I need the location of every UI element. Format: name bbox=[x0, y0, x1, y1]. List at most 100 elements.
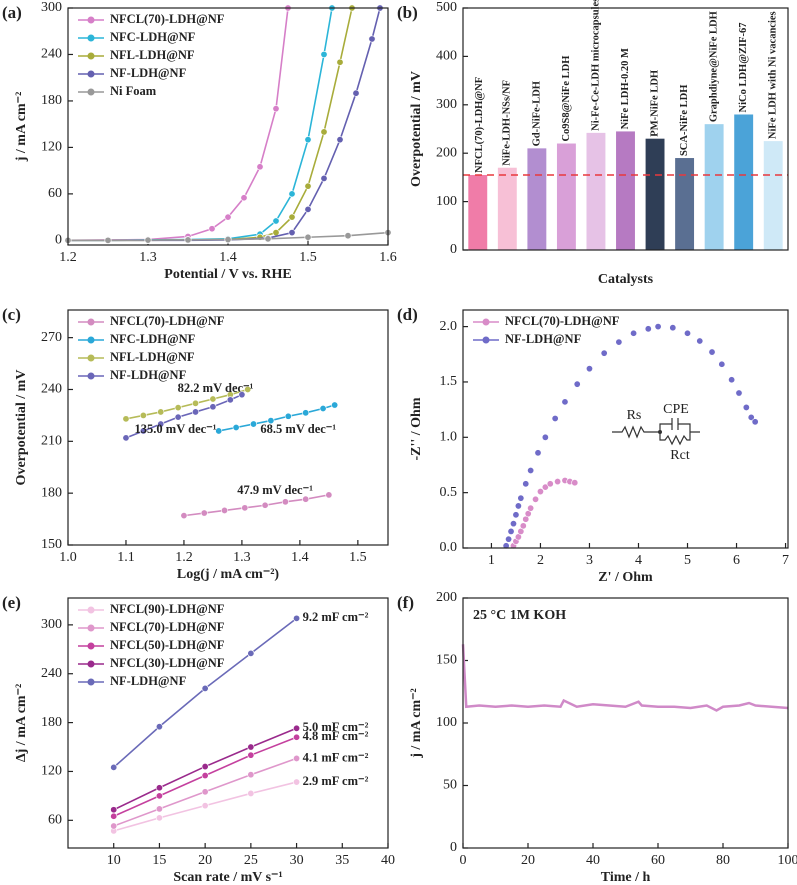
legend-marker bbox=[87, 624, 95, 632]
legend-marker bbox=[87, 52, 95, 60]
series-note: 9.2 mF cm⁻² bbox=[303, 610, 369, 624]
point bbox=[184, 236, 192, 244]
point bbox=[201, 788, 209, 796]
bar bbox=[763, 141, 783, 250]
point bbox=[684, 329, 692, 337]
point bbox=[747, 413, 755, 421]
y-tick-label: 150 bbox=[436, 653, 457, 668]
y-tick-label: 500 bbox=[436, 0, 457, 15]
point bbox=[226, 396, 234, 404]
y-tick-label: 180 bbox=[41, 485, 62, 500]
point bbox=[201, 772, 209, 780]
x-tick-label: 1.3 bbox=[233, 550, 251, 565]
point bbox=[571, 479, 579, 487]
point bbox=[155, 723, 163, 731]
point bbox=[551, 414, 559, 422]
point bbox=[293, 778, 301, 786]
point bbox=[272, 229, 280, 237]
point bbox=[215, 427, 223, 435]
x-tick-label: 15 bbox=[152, 853, 166, 868]
point bbox=[561, 398, 569, 406]
series-line bbox=[461, 644, 789, 712]
x-tick-label: 1.4 bbox=[219, 250, 237, 265]
legend-marker bbox=[482, 318, 490, 326]
series-line bbox=[68, 7, 333, 242]
point bbox=[751, 418, 759, 426]
point bbox=[600, 349, 608, 357]
x-tick-label: 1.2 bbox=[59, 250, 77, 265]
point bbox=[155, 814, 163, 822]
plot-frame bbox=[462, 309, 789, 549]
point bbox=[718, 360, 726, 368]
x-tick-label: 80 bbox=[716, 853, 730, 868]
point bbox=[325, 491, 333, 499]
y-tick-label: 240 bbox=[41, 47, 62, 62]
legend-label: NFC-LDH@NF bbox=[110, 332, 196, 346]
point bbox=[155, 805, 163, 813]
point bbox=[201, 763, 209, 771]
series-note: 68.5 mV dec⁻¹ bbox=[260, 422, 336, 436]
bar bbox=[616, 131, 635, 250]
y-axis-title: j / mA cm⁻² bbox=[409, 688, 424, 759]
point bbox=[302, 409, 310, 417]
x-tick-label: 3 bbox=[586, 553, 593, 568]
point bbox=[654, 323, 662, 331]
panel-label: (b) bbox=[397, 3, 418, 22]
legend-label: NF-LDH@NF bbox=[110, 66, 187, 80]
x-axis-title: Log(j / mA cm⁻²) bbox=[177, 567, 280, 582]
point bbox=[247, 789, 255, 797]
point bbox=[288, 229, 296, 237]
point bbox=[293, 733, 301, 741]
point bbox=[232, 423, 240, 431]
y-tick-label: 100 bbox=[436, 194, 457, 209]
point bbox=[110, 763, 118, 771]
point bbox=[514, 502, 522, 510]
point bbox=[192, 399, 200, 407]
point bbox=[304, 136, 312, 144]
category-label: Graphdiyne@NiFe LDH bbox=[709, 11, 720, 122]
point bbox=[122, 434, 130, 442]
point bbox=[368, 35, 376, 43]
point bbox=[288, 190, 296, 198]
x-tick-label: 20 bbox=[521, 853, 535, 868]
y-axis-title: Overpotential / mV bbox=[409, 71, 424, 187]
point bbox=[509, 520, 517, 528]
y-tick-label: 1.5 bbox=[440, 374, 458, 389]
point bbox=[201, 802, 209, 810]
x-tick-label: 40 bbox=[586, 853, 600, 868]
y-tick-label: 200 bbox=[436, 590, 457, 605]
legend-label: NF-LDH@NF bbox=[110, 368, 187, 382]
category-label: SCA-NiFe LDH bbox=[679, 85, 690, 156]
point bbox=[505, 535, 513, 543]
y-tick-label: 60 bbox=[48, 186, 62, 201]
panel-label: (f) bbox=[397, 593, 414, 612]
point bbox=[110, 806, 118, 814]
x-tick-label: 1.6 bbox=[379, 250, 397, 265]
bar bbox=[556, 143, 576, 250]
x-tick-label: 5 bbox=[684, 553, 691, 568]
y-tick-label: 200 bbox=[436, 145, 457, 160]
y-tick-label: 400 bbox=[436, 49, 457, 64]
y-axis-title: Δj / mA cm⁻² bbox=[14, 684, 29, 762]
circuit-label: Rct bbox=[670, 448, 690, 463]
point bbox=[344, 232, 352, 240]
series-note: 5.0 mF cm⁻² bbox=[303, 720, 369, 734]
x-tick-label: 60 bbox=[651, 853, 665, 868]
point bbox=[585, 365, 593, 373]
point bbox=[247, 771, 255, 779]
point bbox=[247, 743, 255, 751]
x-tick-label: 20 bbox=[198, 853, 212, 868]
point bbox=[336, 58, 344, 66]
category-label: PM-NiFe LDH bbox=[649, 70, 660, 137]
legend-marker bbox=[87, 606, 95, 614]
point bbox=[157, 420, 165, 428]
point bbox=[728, 376, 736, 384]
y-tick-label: 0 bbox=[450, 840, 457, 855]
category-label: Ni-Fe-Ce-LDH microcapsules bbox=[590, 0, 601, 131]
x-axis-title: Scan rate / mV s⁻¹ bbox=[173, 870, 282, 885]
point bbox=[261, 501, 269, 509]
point bbox=[519, 522, 527, 530]
legend-marker bbox=[87, 660, 95, 668]
point bbox=[238, 391, 246, 399]
point bbox=[541, 483, 549, 491]
